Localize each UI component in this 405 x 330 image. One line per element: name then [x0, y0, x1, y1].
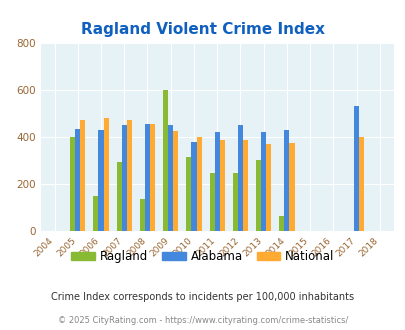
Bar [75, 129, 80, 231]
Bar [139, 199, 145, 231]
Bar [80, 120, 85, 231]
Bar [122, 125, 126, 231]
Bar [70, 137, 75, 231]
Bar [196, 137, 201, 231]
Bar [256, 159, 260, 231]
Bar [163, 90, 168, 231]
Bar [232, 173, 237, 231]
Bar [209, 173, 214, 231]
Text: Ragland Violent Crime Index: Ragland Violent Crime Index [81, 22, 324, 37]
Bar [116, 162, 121, 231]
Bar [358, 137, 363, 231]
Text: © 2025 CityRating.com - https://www.cityrating.com/crime-statistics/: © 2025 CityRating.com - https://www.city… [58, 316, 347, 325]
Bar [145, 124, 150, 231]
Bar [191, 142, 196, 231]
Bar [168, 125, 173, 231]
Bar [243, 140, 247, 231]
Bar [237, 125, 243, 231]
Bar [266, 145, 271, 231]
Bar [353, 106, 358, 231]
Bar [173, 131, 178, 231]
Bar [284, 130, 289, 231]
Bar [103, 118, 109, 231]
Bar [219, 140, 224, 231]
Text: Crime Index corresponds to incidents per 100,000 inhabitants: Crime Index corresponds to incidents per… [51, 292, 354, 302]
Bar [126, 120, 132, 231]
Bar [289, 143, 294, 231]
Bar [214, 132, 219, 231]
Bar [150, 123, 155, 231]
Bar [260, 132, 266, 231]
Legend: Ragland, Alabama, National: Ragland, Alabama, National [66, 246, 339, 268]
Bar [98, 130, 103, 231]
Bar [279, 216, 284, 231]
Bar [93, 196, 98, 231]
Bar [186, 157, 191, 231]
